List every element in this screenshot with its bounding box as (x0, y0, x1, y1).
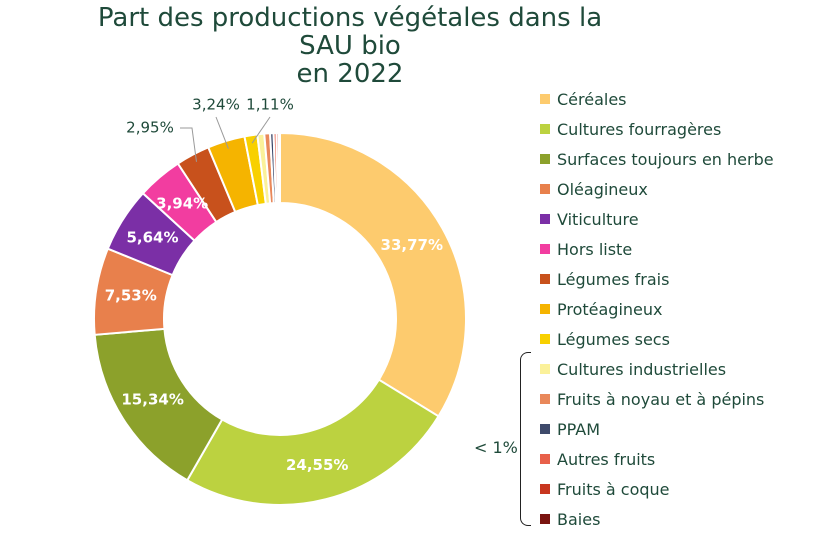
legend-label: Légumes frais (557, 269, 670, 289)
legend-item-legumes-frais: Légumes frais (540, 264, 774, 294)
legend-item-ppam: PPAM (540, 414, 774, 444)
chart-legend: Céréales Cultures fourragères Surfaces tou… (540, 84, 774, 534)
legend-label: Légumes secs (557, 329, 670, 349)
legend-item-hors-liste: Hors liste (540, 234, 774, 264)
data-label-cultures-fourrageres: 24,55% (286, 456, 348, 474)
legend-swatch (540, 484, 550, 494)
small-values-brace (520, 352, 531, 526)
legend-swatch (540, 454, 550, 464)
slice-cereales (279, 131, 467, 418)
leader-line-legumes-frais (180, 127, 197, 162)
legend-label: Baies (557, 509, 601, 529)
legend-label: PPAM (557, 419, 601, 439)
legend-item-autres-fruits: Autres fruits (540, 444, 774, 474)
slice-cultures-fourrageres (185, 378, 440, 506)
data-label-legumes-frais: 2,95% (126, 119, 174, 137)
legend-swatch (540, 334, 550, 344)
legend-swatch (540, 364, 550, 374)
legend-label: Hors liste (557, 239, 633, 259)
chart-title: Part des productions végétales dans la S… (70, 4, 630, 88)
legend-swatch (540, 304, 550, 314)
legend-label: Fruits à coque (557, 479, 670, 499)
legend-label: Oléagineux (557, 179, 648, 199)
legend-item-baies: Baies (540, 504, 774, 534)
legend-swatch (540, 214, 550, 224)
legend-swatch (540, 124, 550, 134)
legend-swatch (540, 394, 550, 404)
slice-baies (277, 131, 281, 205)
data-label-viticulture: 5,64% (126, 229, 178, 247)
legend-item-fruits-a-coque: Fruits à coque (540, 474, 774, 504)
legend-swatch (540, 274, 550, 284)
chart-title-line-2: en 2022 (296, 59, 404, 89)
legend-label: Céréales (557, 89, 627, 109)
data-label-cereales: 33,77% (381, 236, 443, 254)
legend-swatch (540, 424, 550, 434)
legend-swatch (540, 184, 550, 194)
legend-label: Fruits à noyau et à pépins (557, 389, 765, 409)
data-label-proteagineux: 3,24% (192, 96, 240, 114)
legend-item-viticulture: Viticulture (540, 204, 774, 234)
small-values-note: < 1% (474, 438, 518, 457)
legend-label: Autres fruits (557, 449, 656, 469)
legend-item-cereales: Céréales (540, 84, 774, 114)
leader-line-proteagineux (215, 116, 229, 149)
data-label-oleagineux: 7,53% (105, 287, 157, 305)
legend-item-surfaces-toujours-en-herbe: Surfaces toujours en herbe (540, 144, 774, 174)
legend-label: Surfaces toujours en herbe (557, 149, 774, 169)
data-label-surfaces-toujours-en-herbe: 15,34% (121, 391, 183, 409)
legend-label: Protéagineux (557, 299, 663, 319)
legend-item-cultures-fourrageres: Cultures fourragères (540, 114, 774, 144)
legend-label: Cultures fourragères (557, 119, 722, 139)
legend-label: Cultures industrielles (557, 359, 727, 379)
leader-line-legumes-secs (251, 116, 271, 144)
legend-swatch (540, 244, 550, 254)
chart-title-line-1: Part des productions végétales dans la S… (97, 3, 603, 61)
data-label-legumes-secs: 1,11% (246, 96, 294, 114)
legend-swatch (540, 514, 550, 524)
legend-item-proteagineux: Protéagineux (540, 294, 774, 324)
legend-label: Viticulture (557, 209, 639, 229)
legend-item-cultures-industrielles: Cultures industrielles (540, 354, 774, 384)
legend-item-fruits-a-noyau-et-a-pepins: Fruits à noyau et à pépins (540, 384, 774, 414)
data-label-hors-liste: 3,94% (156, 194, 208, 212)
legend-item-legumes-secs: Légumes secs (540, 324, 774, 354)
legend-swatch (540, 94, 550, 104)
legend-item-oleagineux: Oléagineux (540, 174, 774, 204)
legend-swatch (540, 154, 550, 164)
